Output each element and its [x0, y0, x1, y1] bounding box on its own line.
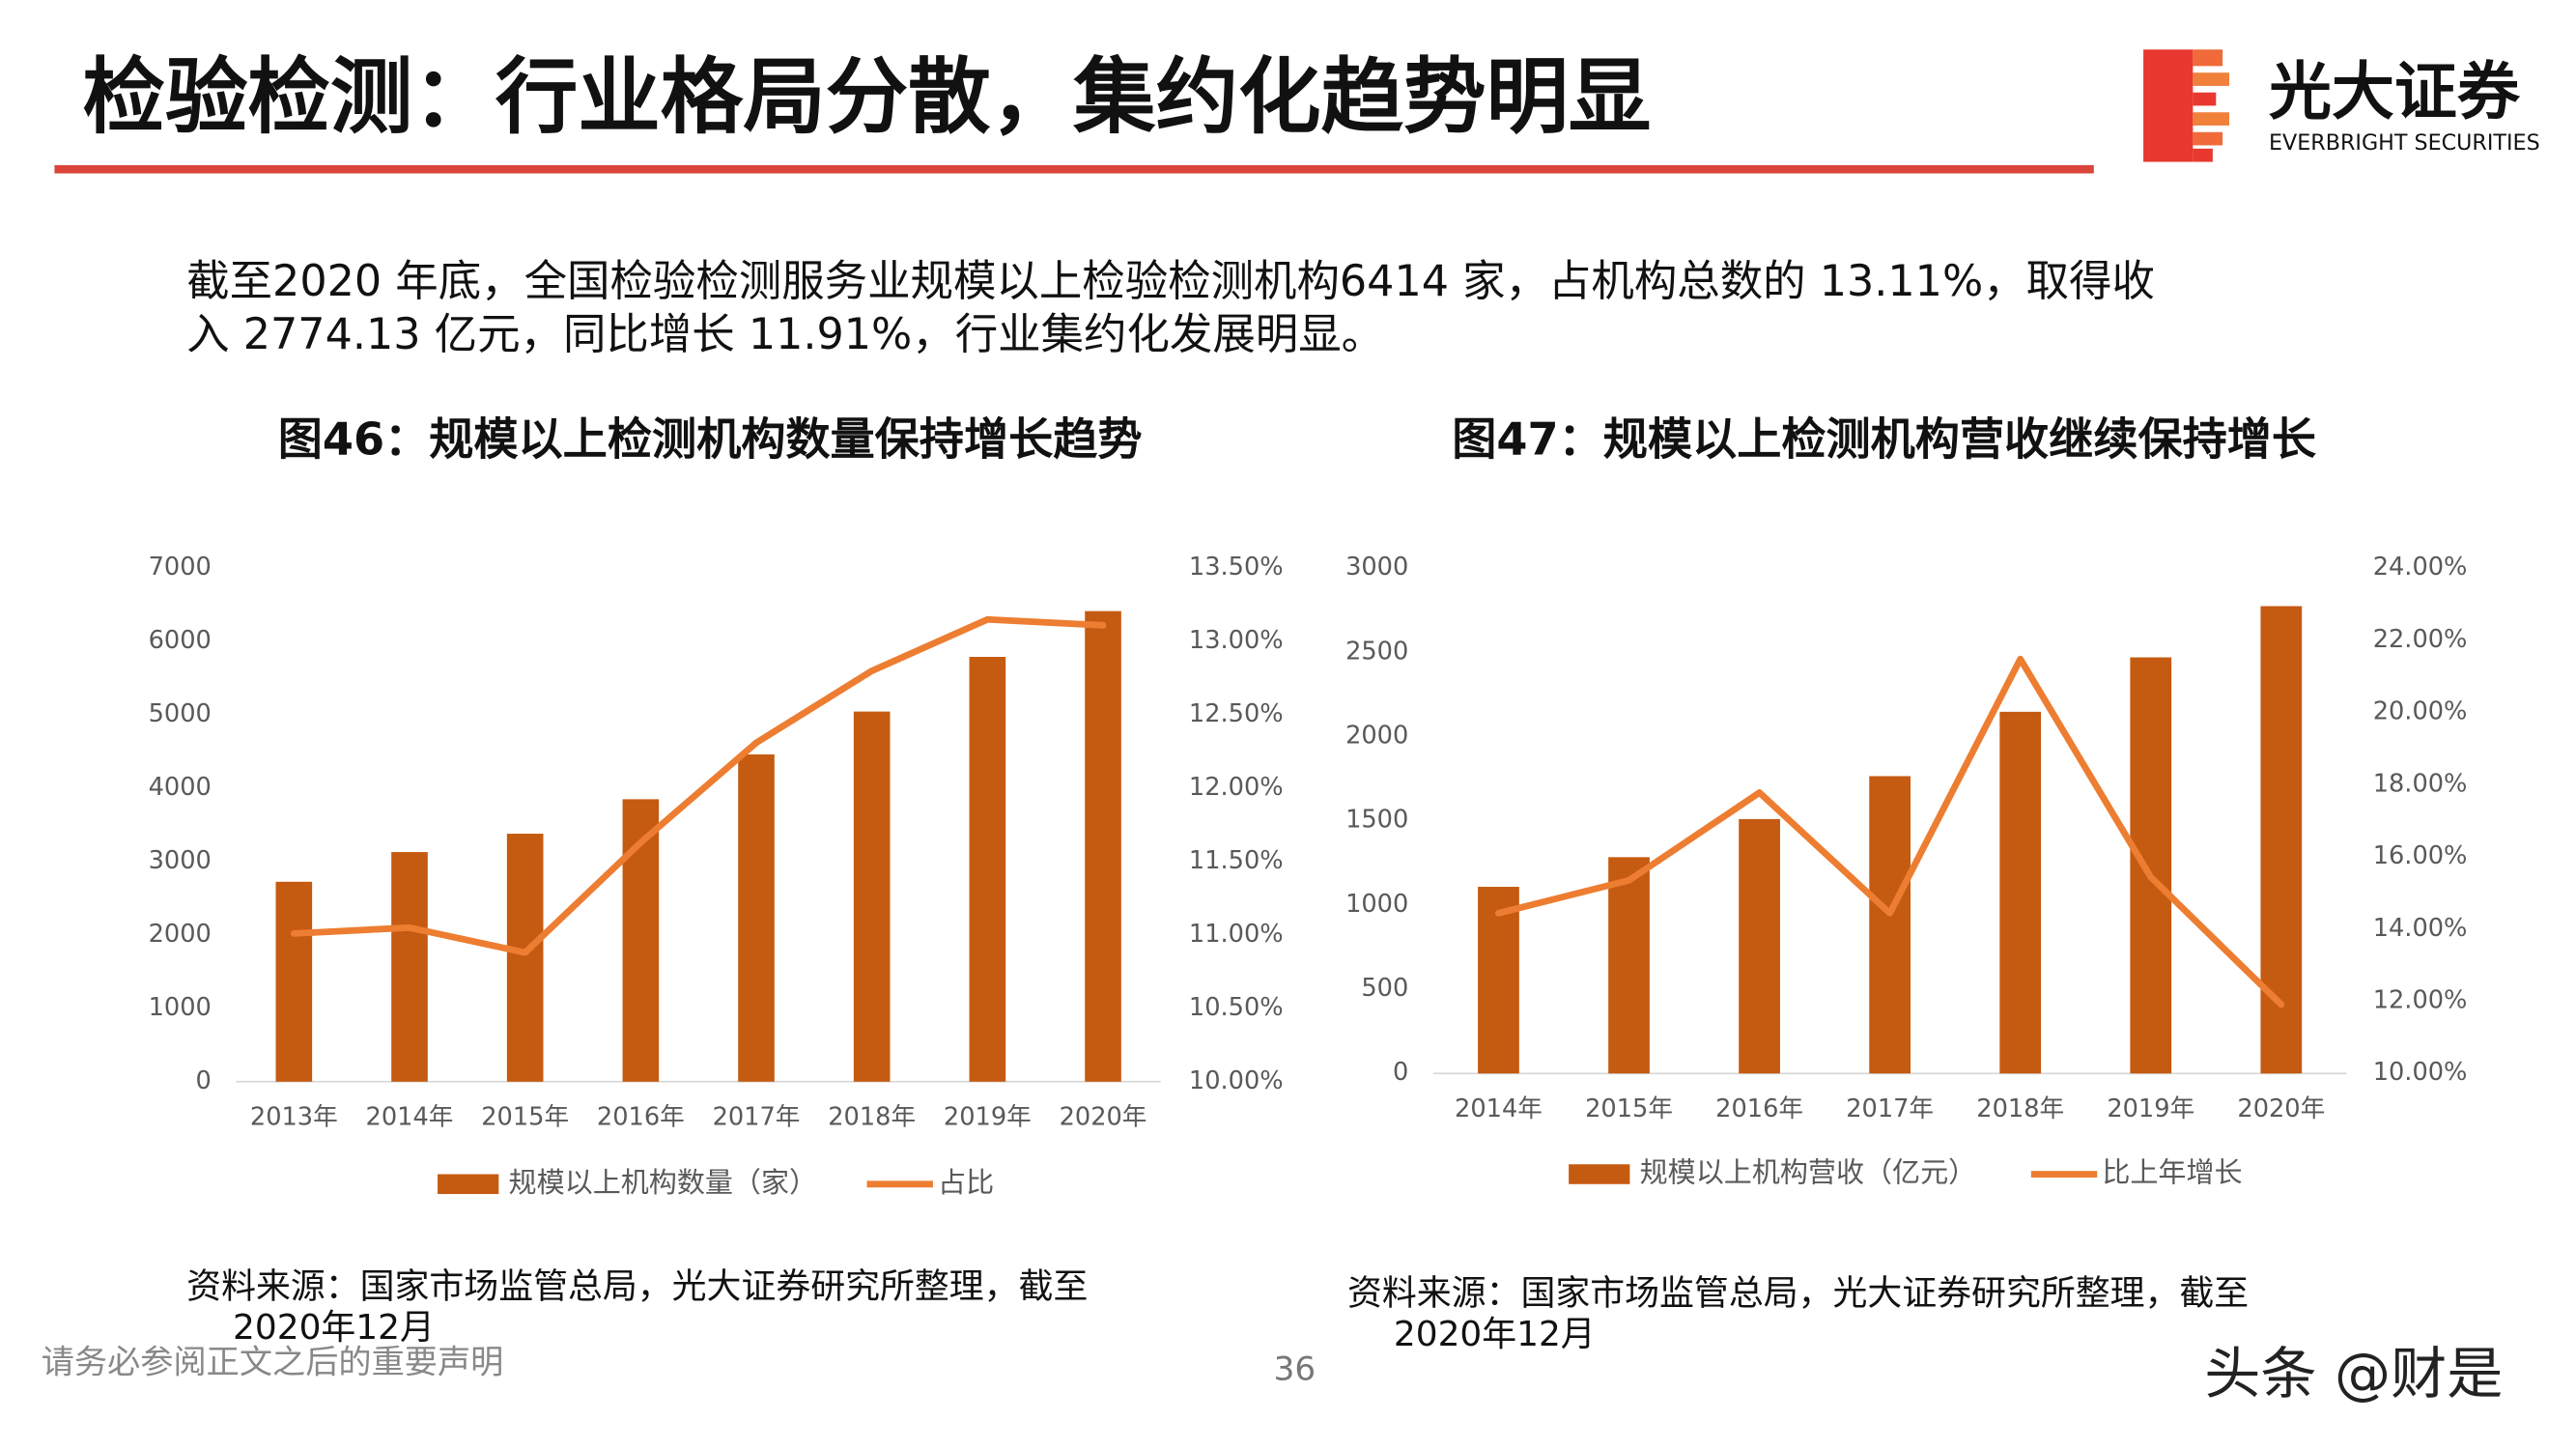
- logo-sub: EVERBRIGHT SECURITIES: [2269, 130, 2540, 156]
- bar: [969, 657, 1006, 1082]
- y2-tick-label: 11.50%: [1189, 846, 1284, 875]
- legend-label: 规模以上机构数量（家）: [509, 1166, 818, 1199]
- bar: [1739, 818, 1780, 1074]
- body-line: 截至2020 年底，全国检验检测服务业规模以上检验检测机构6414 家，占机构总…: [186, 257, 2155, 306]
- y2-tick-label: 10.50%: [1189, 993, 1284, 1022]
- y-tick-label: 2500: [1345, 637, 1408, 666]
- title-rule: [54, 164, 2094, 174]
- y2-tick-label: 24.00%: [2373, 553, 2468, 582]
- legend-swatch: [1569, 1164, 1630, 1184]
- x-tick-label: 2014年: [366, 1102, 454, 1131]
- watermark: 头条 @财是: [2204, 1341, 2503, 1406]
- bar: [1085, 611, 1121, 1082]
- x-tick-label: 2013年: [250, 1102, 338, 1131]
- source-note: 2020年12月: [233, 1308, 435, 1348]
- x-tick-label: 2020年: [2237, 1094, 2325, 1123]
- y-tick-label: 1000: [1345, 890, 1408, 919]
- x-tick-label: 2016年: [1715, 1094, 1803, 1123]
- x-tick-label: 2017年: [713, 1102, 801, 1131]
- x-tick-label: 2018年: [828, 1102, 916, 1131]
- y-tick-label: 3000: [1345, 553, 1408, 582]
- y-tick-label: 6000: [149, 626, 212, 655]
- y2-tick-label: 14.00%: [2373, 914, 2468, 943]
- y-tick-label: 3000: [149, 846, 212, 875]
- y-tick-label: 0: [1393, 1058, 1408, 1087]
- source-note: 资料来源：国家市场监管总局，光大证券研究所整理，截至: [186, 1266, 1088, 1306]
- body-line: 入 2774.13 亿元，同比增长 11.91%，行业集约化发展明显。: [186, 310, 1384, 359]
- x-tick-label: 2017年: [1846, 1094, 1934, 1123]
- x-tick-label: 2019年: [2107, 1094, 2194, 1123]
- legend-label: 占比: [938, 1166, 994, 1199]
- y2-tick-label: 22.00%: [2373, 625, 2468, 654]
- x-tick-label: 2018年: [1976, 1094, 2064, 1123]
- y2-tick-label: 12.00%: [1189, 773, 1284, 802]
- x-tick-label: 2019年: [944, 1102, 1032, 1131]
- y2-tick-label: 13.50%: [1189, 553, 1284, 582]
- y2-tick-label: 20.00%: [2373, 697, 2468, 726]
- y-tick-label: 2000: [149, 920, 212, 949]
- y-tick-label: 1000: [149, 993, 212, 1022]
- bar: [275, 881, 313, 1082]
- y-tick-label: 500: [1361, 974, 1408, 1003]
- source-note: 资料来源：国家市场监管总局，光大证券研究所整理，截至: [1347, 1273, 2249, 1313]
- y-tick-label: 5000: [149, 699, 212, 728]
- y-tick-label: 1500: [1345, 806, 1408, 835]
- bar: [853, 711, 891, 1082]
- slide-title: 检验检测：行业格局分散，集约化趋势明显: [82, 49, 1651, 145]
- bar: [1608, 857, 1650, 1074]
- y-tick-label: 2000: [1345, 721, 1408, 750]
- y-tick-label: 7000: [149, 553, 212, 582]
- y2-tick-label: 11.00%: [1189, 920, 1284, 949]
- logo-mark: [2143, 49, 2229, 162]
- legend-swatch: [438, 1174, 499, 1195]
- y2-tick-label: 10.00%: [2373, 1058, 2468, 1087]
- x-tick-label: 2020年: [1060, 1102, 1147, 1131]
- bar: [506, 834, 544, 1082]
- chart-title: 图47：规模以上检测机构营收继续保持增长: [1452, 413, 2316, 466]
- x-tick-label: 2014年: [1455, 1094, 1543, 1123]
- page-number: 36: [1274, 1350, 1316, 1388]
- x-tick-label: 2015年: [1585, 1094, 1673, 1123]
- y2-tick-label: 10.00%: [1189, 1066, 1284, 1095]
- y2-tick-label: 12.50%: [1189, 699, 1284, 728]
- x-tick-label: 2015年: [481, 1102, 569, 1131]
- bar: [1478, 887, 1519, 1074]
- chart-title: 图46：规模以上检测机构数量保持增长趋势: [278, 413, 1143, 466]
- y-tick-label: 0: [196, 1066, 212, 1095]
- legend-label: 比上年增长: [2102, 1156, 2242, 1189]
- y2-tick-label: 12.00%: [2373, 986, 2468, 1015]
- y2-tick-label: 13.00%: [1189, 626, 1284, 655]
- bar: [391, 852, 428, 1082]
- line: [1495, 655, 2285, 1009]
- y2-tick-label: 16.00%: [2373, 841, 2468, 870]
- source-note: 2020年12月: [1394, 1315, 1596, 1354]
- bar: [738, 754, 775, 1082]
- line: [290, 615, 1107, 956]
- disclaimer: 请务必参阅正文之后的重要声明: [42, 1344, 504, 1382]
- y-tick-label: 4000: [149, 773, 212, 802]
- bar: [2130, 657, 2172, 1074]
- legend-label: 规模以上机构营收（亿元）: [1640, 1156, 1977, 1189]
- y2-tick-label: 18.00%: [2373, 769, 2468, 798]
- bar: [1999, 711, 2042, 1074]
- bar: [1869, 776, 1911, 1074]
- x-tick-label: 2016年: [597, 1102, 685, 1131]
- logo-name: 光大证券: [2269, 56, 2521, 128]
